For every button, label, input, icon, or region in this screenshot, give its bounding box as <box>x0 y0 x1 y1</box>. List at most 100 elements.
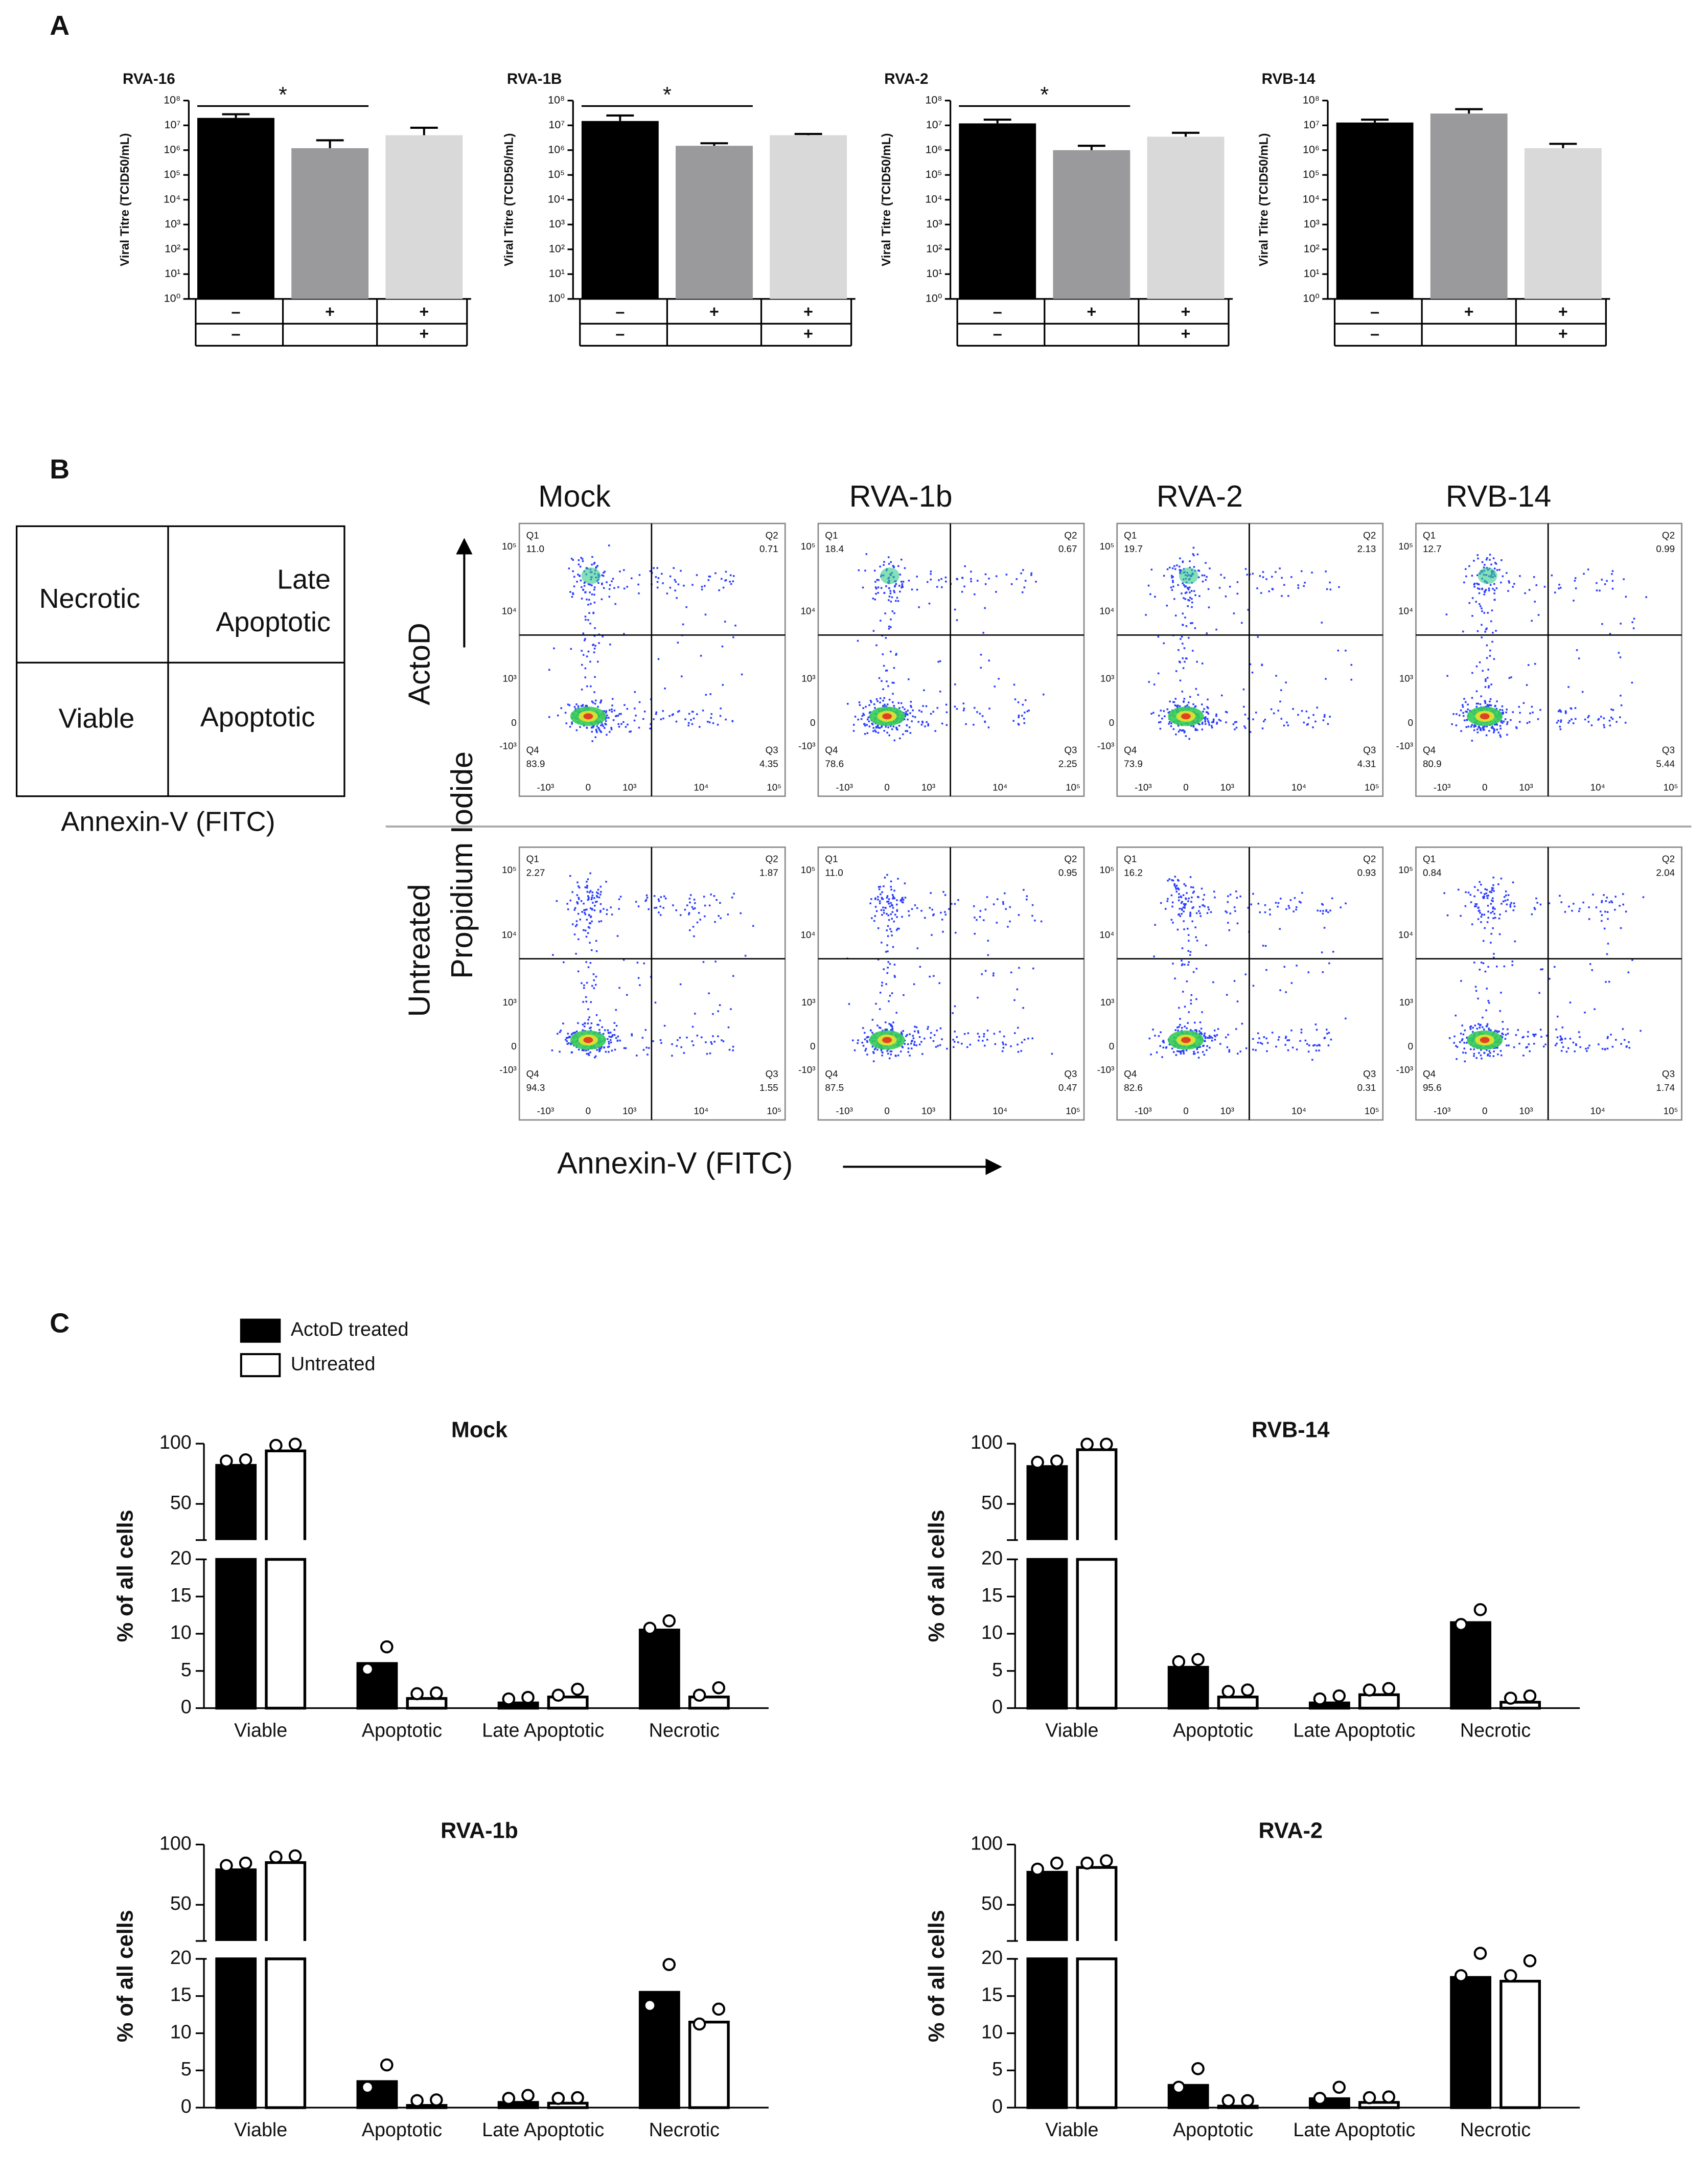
event-dot <box>583 585 586 587</box>
event-dot <box>617 1035 619 1038</box>
event-dot <box>886 874 888 876</box>
quadrant-name: Q4 <box>825 745 838 756</box>
event-dot <box>597 582 599 584</box>
event-dot <box>1625 596 1627 598</box>
event-dot <box>936 707 939 709</box>
event-dot <box>732 1049 734 1052</box>
event-dot <box>1479 661 1481 664</box>
event-dot <box>945 711 948 714</box>
event-dot <box>1484 686 1487 688</box>
event-dot <box>1488 729 1490 732</box>
event-dot <box>890 880 892 883</box>
event-dot <box>1172 728 1175 730</box>
event-dot <box>1451 723 1453 725</box>
flow-x-tick: 0 <box>586 782 591 792</box>
event-dot <box>905 1035 907 1037</box>
event-dot <box>1559 587 1562 589</box>
event-dot <box>710 894 712 896</box>
event-dot <box>1319 910 1322 912</box>
event-dot <box>988 659 990 661</box>
event-dot <box>1478 592 1481 595</box>
event-dot <box>575 729 578 732</box>
event-dot <box>588 1016 591 1018</box>
event-dot <box>890 626 892 628</box>
y-tick-label: 10⁰ <box>164 291 181 304</box>
event-dot <box>870 1029 872 1032</box>
event-dot <box>1288 907 1290 909</box>
event-dot <box>1500 1054 1503 1057</box>
event-dot <box>732 1045 734 1048</box>
event-dot <box>859 704 861 706</box>
event-dot <box>1481 561 1484 563</box>
event-dot <box>597 888 599 891</box>
event-dot <box>609 643 611 646</box>
event-dot <box>1487 705 1489 707</box>
event-dot <box>1017 1026 1019 1029</box>
event-dot <box>1471 923 1473 925</box>
event-dot <box>1031 1037 1033 1040</box>
replicate-point <box>1191 1653 1205 1666</box>
event-dot <box>1261 1043 1263 1045</box>
event-dot <box>1157 635 1160 638</box>
event-dot <box>606 909 608 911</box>
event-dot <box>917 721 919 723</box>
table-sign: – <box>615 324 625 342</box>
event-dot <box>648 908 650 910</box>
event-dot <box>1513 902 1515 904</box>
flow-y-tick: 0 <box>1408 1041 1414 1052</box>
event-dot <box>888 599 890 601</box>
event-dot <box>1464 1029 1466 1032</box>
event-dot <box>1229 894 1232 896</box>
event-dot <box>1183 1050 1185 1053</box>
event-dot <box>880 1049 883 1052</box>
event-dot <box>901 1045 904 1048</box>
event-dot <box>1233 980 1236 982</box>
event-dot <box>1271 576 1273 578</box>
flow-x-tick: 10⁵ <box>767 1106 781 1116</box>
flow-y-tick: 10⁵ <box>1100 864 1115 875</box>
event-dot <box>1202 711 1204 713</box>
event-dot <box>548 716 550 718</box>
event-dot <box>1468 565 1470 567</box>
event-dot <box>929 975 931 978</box>
event-dot <box>915 1044 917 1046</box>
event-dot <box>1610 709 1612 711</box>
event-dot <box>727 1026 730 1029</box>
event-dot <box>577 707 580 710</box>
event-dot <box>1188 599 1190 602</box>
y-tick-label: 100 <box>159 1431 192 1453</box>
event-dot <box>625 1047 627 1049</box>
event-dot <box>1594 1008 1596 1010</box>
event-dot <box>874 1047 876 1049</box>
event-dot <box>691 906 694 908</box>
event-dot <box>1165 1046 1168 1048</box>
event-dot <box>676 597 678 599</box>
event-dot <box>1020 1050 1022 1052</box>
event-dot <box>1188 636 1190 639</box>
event-dot <box>1488 704 1491 706</box>
event-dot <box>1188 701 1190 704</box>
event-dot <box>565 1039 567 1041</box>
flow-x-tick: 10³ <box>1519 782 1533 792</box>
event-dot <box>914 1030 916 1033</box>
quadrant-name: Q2 <box>1064 854 1077 864</box>
event-dot <box>1202 898 1205 901</box>
quadrant-value: 95.6 <box>1423 1082 1442 1093</box>
event-dot <box>560 1030 562 1032</box>
event-dot <box>1475 665 1478 668</box>
event-dot <box>618 987 620 989</box>
event-dot <box>1300 1032 1303 1034</box>
event-dot <box>1186 1027 1188 1030</box>
event-dot <box>961 577 963 579</box>
event-dot <box>1171 879 1173 881</box>
bar <box>1450 1621 1492 1710</box>
event-dot <box>1239 1050 1241 1053</box>
event-dot <box>702 710 704 712</box>
event-dot <box>588 1053 590 1055</box>
event-dot <box>1244 568 1247 570</box>
event-dot <box>888 919 890 921</box>
event-dot <box>1262 945 1264 947</box>
event-dot <box>1020 572 1022 575</box>
event-dot <box>1217 1028 1219 1030</box>
event-dot <box>664 688 666 690</box>
